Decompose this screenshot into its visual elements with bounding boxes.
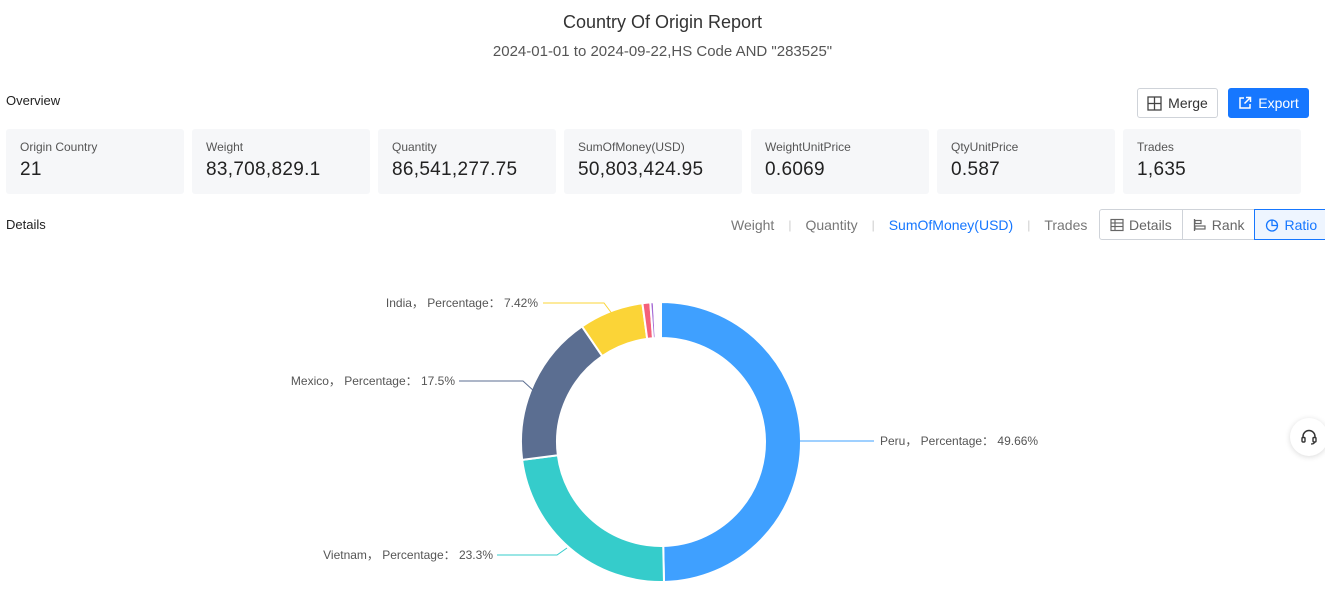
- merge-label: Merge: [1168, 95, 1208, 111]
- stat-card-origin-country: Origin Country 21: [6, 129, 184, 194]
- metric-tabs: Weight | Quantity | SumOfMoney(USD) | Tr…: [731, 217, 1087, 233]
- table-icon: [1110, 218, 1124, 231]
- stat-label: QtyUnitPrice: [951, 140, 1019, 154]
- stat-card-trades: Trades 1,635: [1123, 129, 1301, 194]
- stat-card-weight: Weight 83,708,829.1: [192, 129, 370, 194]
- stat-card-weight-unit-price: WeightUnitPrice 0.6069: [751, 129, 929, 194]
- donut-slice-peru[interactable]: [660, 300, 802, 583]
- export-icon: [1239, 96, 1252, 109]
- stat-value: 83,708,829.1: [206, 159, 321, 180]
- leader-line-india: [543, 302, 614, 316]
- slice-label-vietnam: Vietnam， Percentage： 23.3%: [323, 548, 493, 562]
- ratio-view-button[interactable]: Ratio: [1254, 209, 1325, 240]
- slice-label-peru: Peru， Percentage： 49.66%: [880, 434, 1038, 448]
- stat-value: 21: [20, 159, 42, 180]
- details-view-label: Details: [1129, 216, 1172, 233]
- donut-slice-other-6[interactable]: [652, 300, 662, 340]
- slice-label-india: India， Percentage： 7.42%: [386, 296, 538, 310]
- leader-line-mexico: [459, 380, 536, 393]
- stat-value: 86,541,277.75: [392, 159, 518, 180]
- tab-divider: |: [788, 218, 792, 232]
- report-title: Country Of Origin Report: [562, 12, 763, 32]
- rank-view-button[interactable]: Rank: [1181, 209, 1256, 240]
- stat-card-qty-unit-price: QtyUnitPrice 0.587: [937, 129, 1115, 194]
- tab-divider: |: [871, 218, 875, 232]
- donut-slices: [520, 300, 802, 583]
- view-toggle: Details Rank Ratio: [1099, 209, 1325, 240]
- stat-label: SumOfMoney(USD): [578, 140, 685, 154]
- tab-weight[interactable]: Weight: [731, 217, 775, 233]
- ratio-donut-chart: Peru， Percentage： 49.66% Vietnam， Percen…: [291, 296, 1039, 583]
- export-label: Export: [1258, 95, 1299, 111]
- donut-labels: Peru， Percentage： 49.66% Vietnam， Percen…: [291, 296, 1039, 562]
- donut-slice-mexico[interactable]: [520, 325, 604, 462]
- tab-sum-of-money[interactable]: SumOfMoney(USD): [888, 217, 1014, 233]
- leader-line-vietnam: [497, 547, 568, 556]
- slice-label-mexico: Mexico， Percentage： 17.5%: [291, 374, 455, 388]
- export-button[interactable]: Export: [1228, 88, 1309, 118]
- tab-trades[interactable]: Trades: [1044, 217, 1088, 233]
- stat-label: Origin Country: [20, 140, 98, 154]
- report-subtitle: 2024-01-01 to 2024-09-22,HS Code AND "28…: [492, 43, 833, 60]
- details-heading: Details: [6, 217, 46, 232]
- merge-icon: [1147, 95, 1162, 111]
- stat-label: Trades: [1137, 140, 1174, 154]
- stat-card-quantity: Quantity 86,541,277.75: [378, 129, 556, 194]
- ratio-view-label: Ratio: [1284, 216, 1318, 233]
- stat-label: Quantity: [392, 140, 437, 154]
- details-view-button[interactable]: Details: [1099, 209, 1183, 240]
- stat-value: 1,635: [1137, 159, 1187, 180]
- merge-button[interactable]: Merge: [1137, 88, 1218, 118]
- bar-chart-icon: [1193, 218, 1206, 231]
- stat-value: 0.6069: [765, 159, 825, 180]
- stat-label: WeightUnitPrice: [765, 140, 851, 154]
- donut-slice-vietnam[interactable]: [521, 454, 666, 583]
- stat-card-sum-of-money: SumOfMoney(USD) 50,803,424.95: [564, 129, 742, 194]
- rank-view-label: Rank: [1211, 216, 1245, 233]
- stat-label: Weight: [206, 140, 244, 154]
- stat-value: 50,803,424.95: [578, 159, 704, 180]
- pie-chart-icon: [1266, 218, 1279, 232]
- tab-divider: |: [1027, 218, 1031, 232]
- customer-support-button[interactable]: [1290, 418, 1325, 456]
- tab-quantity[interactable]: Quantity: [805, 217, 858, 233]
- stat-value: 0.587: [951, 159, 1001, 180]
- headset-icon: [1301, 429, 1317, 445]
- overview-heading: Overview: [6, 93, 61, 108]
